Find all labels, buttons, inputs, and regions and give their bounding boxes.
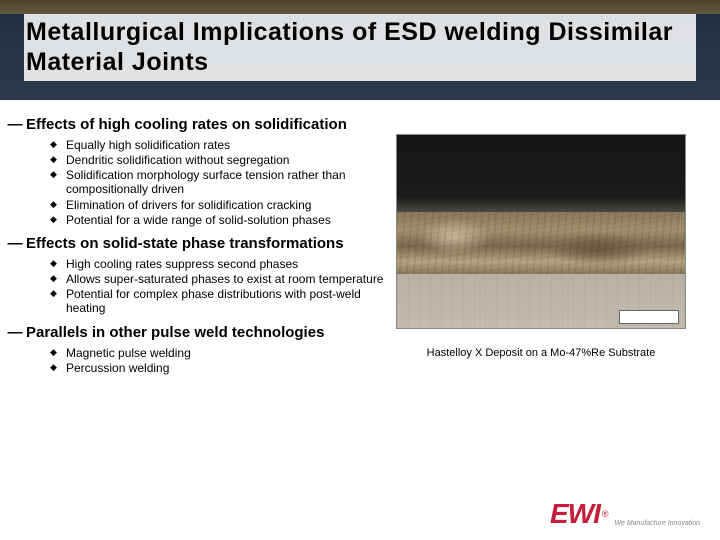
dash-icon: — [4, 324, 26, 342]
section-heading: Effects on solid-state phase transformat… [26, 235, 344, 252]
list-item: Elimination of drivers for solidificatio… [50, 198, 384, 212]
list-item: Equally high solidification rates [50, 138, 384, 152]
figure-column: Hastelloy X Deposit on a Mo-47%Re Substr… [384, 116, 702, 383]
sub-list-1: Equally high solidification rates Dendri… [4, 138, 384, 227]
sub-list-2: High cooling rates suppress second phase… [4, 257, 384, 316]
section-heading: Parallels in other pulse weld technologi… [26, 324, 324, 341]
title-band: Metallurgical Implications of ESD weldin… [0, 0, 720, 100]
figure-layer-mid [397, 212, 685, 274]
list-item: Percussion welding [50, 361, 384, 375]
dash-icon: — [4, 235, 26, 253]
content-area: — Effects of high cooling rates on solid… [0, 100, 720, 383]
list-item: Dendritic solidification without segrega… [50, 153, 384, 167]
scale-bar [619, 310, 679, 324]
list-item: Solidification morphology surface tensio… [50, 168, 384, 196]
figure-caption: Hastelloy X Deposit on a Mo-47%Re Substr… [396, 347, 686, 359]
section-heading: Effects of high cooling rates on solidif… [26, 116, 347, 133]
logo-mark: EWI [550, 498, 600, 530]
list-item: Allows super-saturated phases to exist a… [50, 272, 384, 286]
list-item: Magnetic pulse welding [50, 346, 384, 360]
dash-icon: — [4, 116, 26, 134]
logo-tagline: We Manufacture Innovation [615, 520, 700, 527]
micrograph-figure [396, 134, 686, 329]
slide-title: Metallurgical Implications of ESD weldin… [24, 14, 696, 81]
section-1: — Effects of high cooling rates on solid… [4, 116, 384, 227]
figure-layer-top [397, 135, 685, 212]
list-item: Potential for a wide range of solid-solu… [50, 213, 384, 227]
list-item: Potential for complex phase distribution… [50, 287, 384, 315]
ewi-logo: EWI ® We Manufacture Innovation [550, 498, 700, 530]
list-item: High cooling rates suppress second phase… [50, 257, 384, 271]
section-3: — Parallels in other pulse weld technolo… [4, 324, 384, 375]
sub-list-3: Magnetic pulse welding Percussion weldin… [4, 346, 384, 375]
logo-registered: ® [602, 509, 609, 519]
section-2: — Effects on solid-state phase transform… [4, 235, 384, 316]
bullet-column: — Effects of high cooling rates on solid… [4, 116, 384, 383]
